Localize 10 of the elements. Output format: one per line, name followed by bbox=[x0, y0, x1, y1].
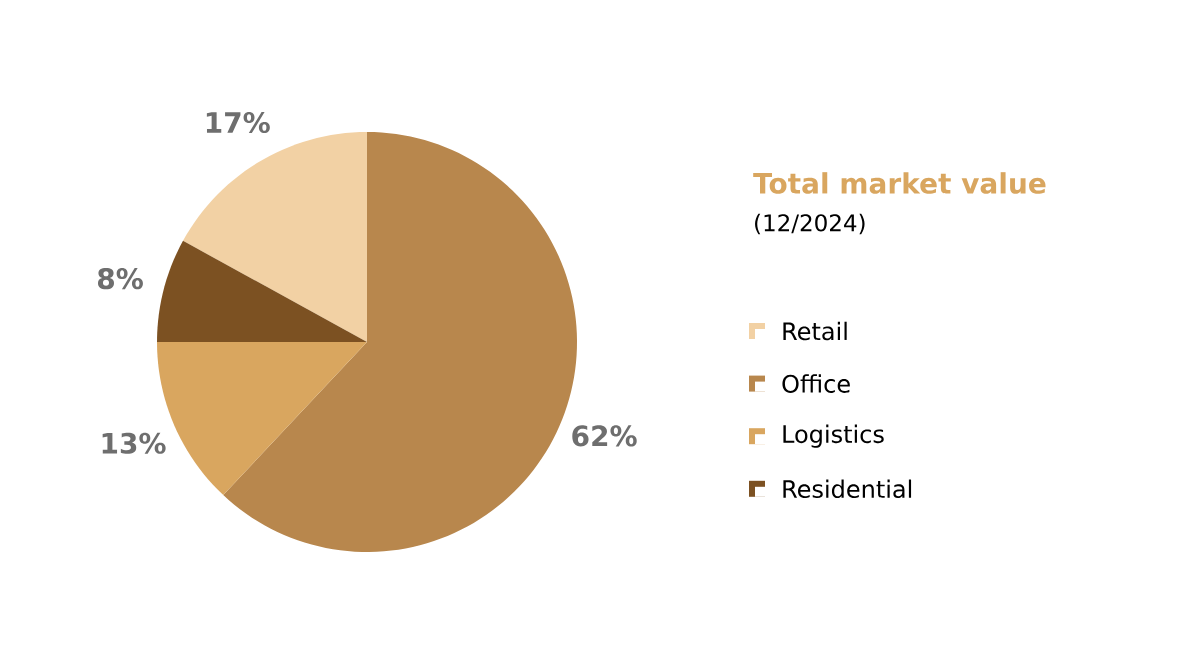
data-label: 17% bbox=[206, 111, 270, 134]
legend-label: Logistics bbox=[783, 424, 884, 448]
data-label: 13% bbox=[102, 432, 166, 454]
legend-label: Office bbox=[782, 374, 850, 393]
legend-label: Retail bbox=[783, 321, 847, 341]
text: (12/2024) bbox=[755, 213, 865, 235]
data-label: 62% bbox=[572, 425, 637, 447]
text: Total market value bbox=[753, 172, 1046, 194]
data-label: 8% bbox=[97, 267, 143, 290]
legend-label: Residential bbox=[783, 479, 912, 499]
